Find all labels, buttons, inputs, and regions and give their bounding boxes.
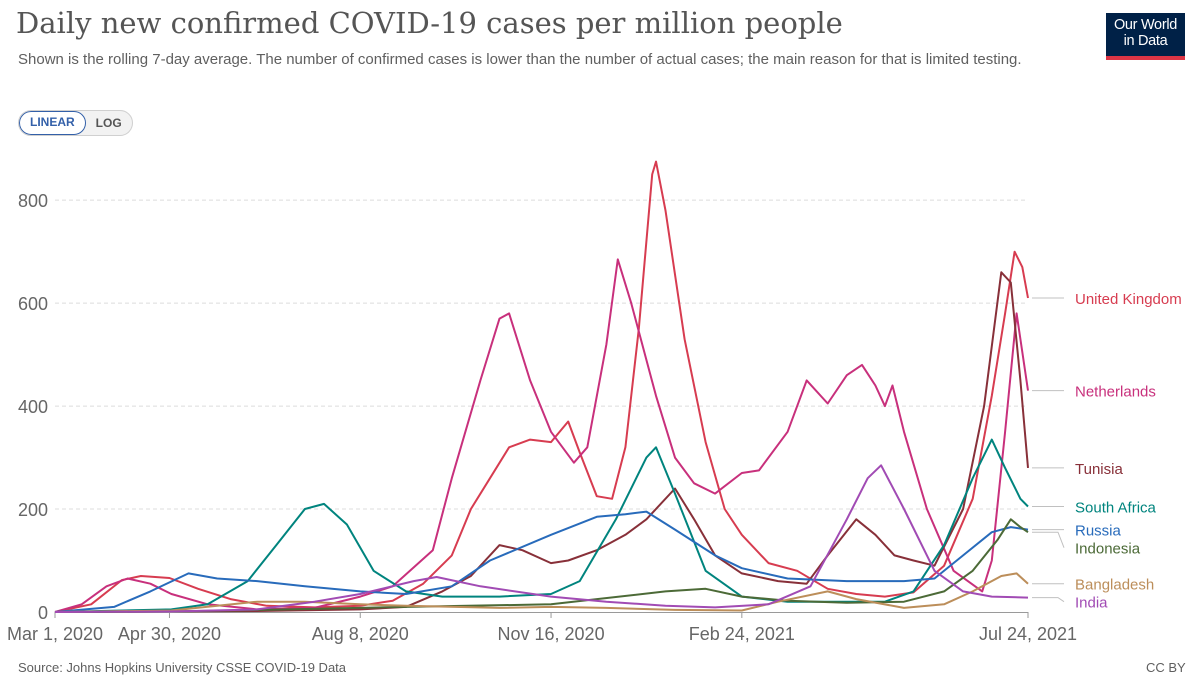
series-label: Tunisia: [1075, 461, 1123, 478]
series-label: South Africa: [1075, 499, 1157, 516]
x-tick-label: Aug 8, 2020: [312, 624, 409, 644]
series-line-india: [54, 464, 1029, 613]
owid-logo[interactable]: Our World in Data: [1106, 13, 1185, 60]
linear-scale-button[interactable]: LINEAR: [19, 111, 86, 135]
logo-line-1: Our World: [1113, 17, 1178, 33]
series-line-united-kingdom: [54, 160, 1029, 613]
scale-toggle: LINEAR LOG: [18, 110, 133, 136]
y-tick-label: 0: [38, 603, 48, 623]
x-tick-label: Mar 1, 2020: [7, 624, 103, 644]
log-scale-button[interactable]: LOG: [95, 116, 122, 130]
series-label: Indonesia: [1075, 541, 1141, 558]
series-label: Russia: [1075, 523, 1122, 540]
series-line-south-africa: [54, 438, 1029, 613]
label-connector: [1032, 531, 1065, 548]
y-tick-label: 200: [18, 500, 48, 520]
y-tick-label: 800: [18, 191, 48, 211]
logo-line-2: in Data: [1123, 33, 1168, 49]
chart-subtitle: Shown is the rolling 7-day average. The …: [18, 51, 1022, 68]
source-note[interactable]: Source: Johns Hopkins University CSSE CO…: [18, 660, 347, 675]
y-tick-label: 400: [18, 397, 48, 417]
series-label: Netherlands: [1075, 384, 1156, 401]
series-line-russia: [54, 510, 1029, 613]
x-tick-label: Nov 16, 2020: [498, 624, 605, 644]
x-tick-label: Jul 24, 2021: [979, 624, 1077, 644]
series-label: India: [1075, 595, 1108, 612]
chart-title: Daily new confirmed COVID-19 cases per m…: [16, 6, 843, 40]
series-line-indonesia: [54, 518, 1029, 613]
series-line-tunisia: [54, 271, 1029, 613]
license-label[interactable]: CC BY: [1146, 660, 1186, 675]
x-tick-label: Feb 24, 2021: [689, 624, 795, 644]
series-label: United Kingdom: [1075, 291, 1182, 308]
y-tick-label: 600: [18, 294, 48, 314]
x-tick-label: Apr 30, 2020: [118, 624, 221, 644]
series-label: Bangladesh: [1075, 577, 1154, 594]
label-connector: [1032, 597, 1065, 603]
